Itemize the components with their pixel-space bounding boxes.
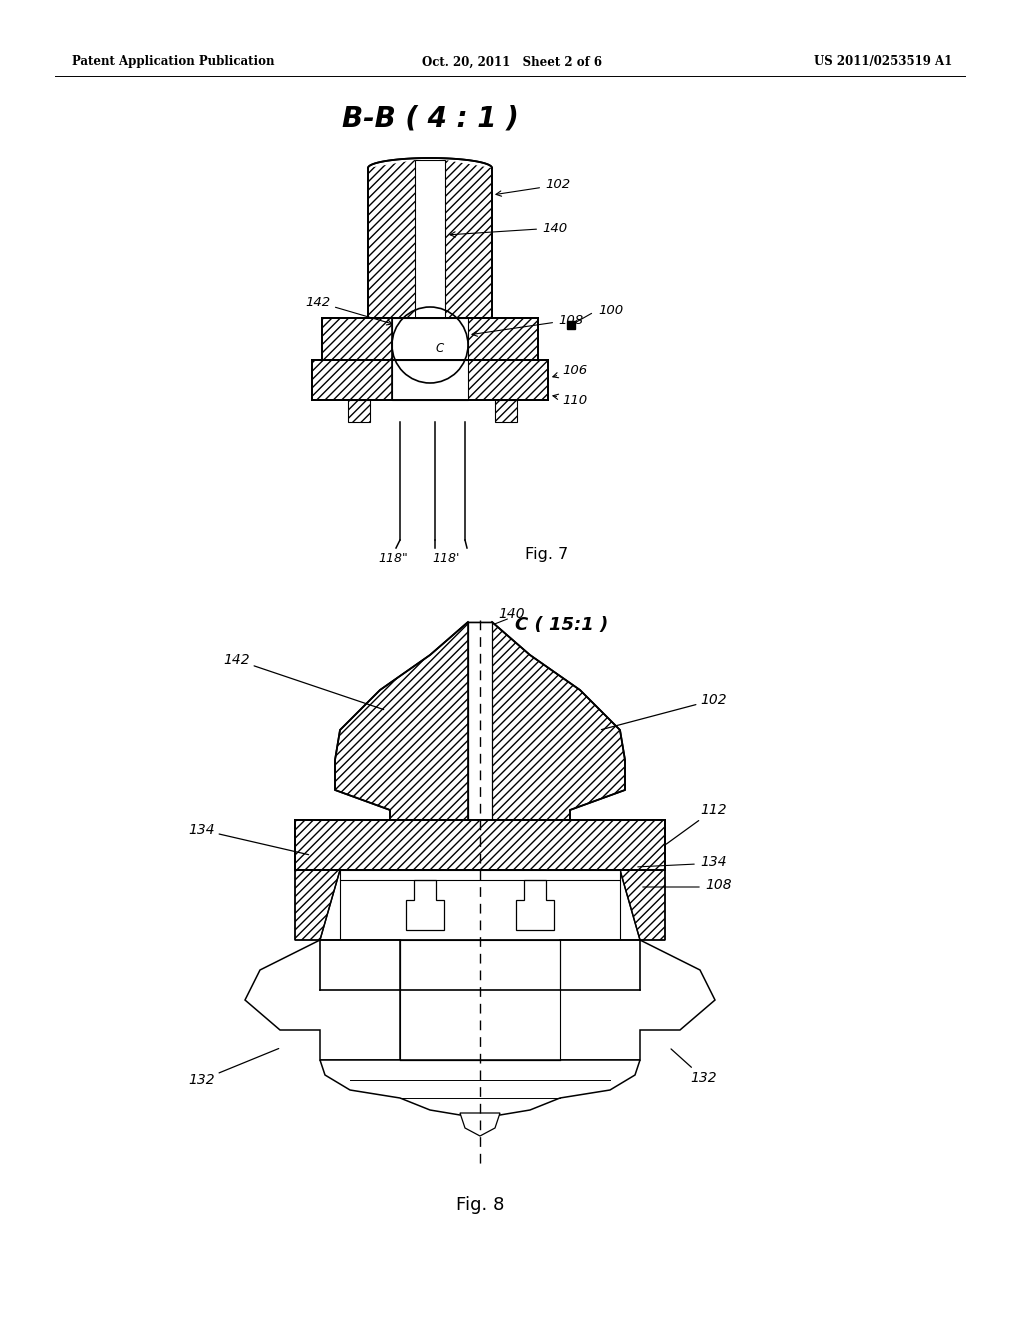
Bar	[340, 870, 620, 940]
Text: 118": 118"	[378, 552, 408, 565]
Text: C: C	[436, 342, 444, 355]
Text: Patent Application Publication: Patent Application Publication	[72, 55, 274, 69]
Polygon shape	[460, 1113, 500, 1137]
Text: 140: 140	[450, 222, 567, 238]
Polygon shape	[445, 160, 492, 318]
Text: Fig. 7: Fig. 7	[525, 548, 568, 562]
Bar	[400, 940, 560, 1060]
Text: Oct. 20, 2011   Sheet 2 of 6: Oct. 20, 2011 Sheet 2 of 6	[422, 55, 602, 69]
Text: US 2011/0253519 A1: US 2011/0253519 A1	[814, 55, 952, 69]
Text: Fig. 8: Fig. 8	[456, 1196, 504, 1214]
Text: 110: 110	[553, 393, 587, 407]
Polygon shape	[368, 160, 415, 318]
Text: 106: 106	[553, 363, 587, 378]
Bar	[312, 360, 392, 400]
Text: 108: 108	[472, 314, 583, 337]
Polygon shape	[245, 940, 400, 1060]
Bar	[468, 318, 538, 360]
Bar	[295, 820, 665, 870]
Text: 134: 134	[188, 822, 308, 854]
Polygon shape	[335, 622, 468, 820]
Text: 132: 132	[671, 1049, 717, 1085]
Text: 142: 142	[223, 653, 384, 710]
Bar	[468, 360, 548, 400]
Text: 112: 112	[667, 803, 727, 845]
Polygon shape	[295, 870, 340, 940]
Bar	[392, 360, 468, 400]
Text: B-B ( 4 : 1 ): B-B ( 4 : 1 )	[342, 104, 518, 132]
Text: 140: 140	[498, 607, 524, 620]
Polygon shape	[492, 622, 625, 820]
Text: 108: 108	[705, 878, 731, 892]
Bar	[319, 940, 640, 990]
Text: 102: 102	[601, 693, 727, 730]
Text: 134: 134	[700, 855, 727, 869]
Text: 132: 132	[188, 1048, 279, 1086]
Text: 142: 142	[305, 296, 392, 325]
Polygon shape	[400, 358, 420, 381]
Bar	[322, 318, 392, 360]
Polygon shape	[516, 880, 554, 931]
Text: C ( 15:1 ): C ( 15:1 )	[515, 616, 608, 634]
Polygon shape	[440, 358, 460, 381]
Bar	[415, 160, 445, 318]
Text: 100: 100	[598, 304, 624, 317]
Text: 118': 118'	[432, 552, 460, 565]
Bar	[468, 622, 492, 820]
Polygon shape	[620, 870, 665, 940]
Bar	[392, 318, 468, 360]
Polygon shape	[560, 940, 715, 1060]
Polygon shape	[406, 880, 444, 931]
Bar	[495, 400, 517, 422]
Bar	[348, 400, 370, 422]
Bar	[468, 622, 492, 770]
Polygon shape	[368, 313, 415, 345]
Text: 102: 102	[496, 178, 570, 197]
Polygon shape	[319, 1060, 640, 1118]
